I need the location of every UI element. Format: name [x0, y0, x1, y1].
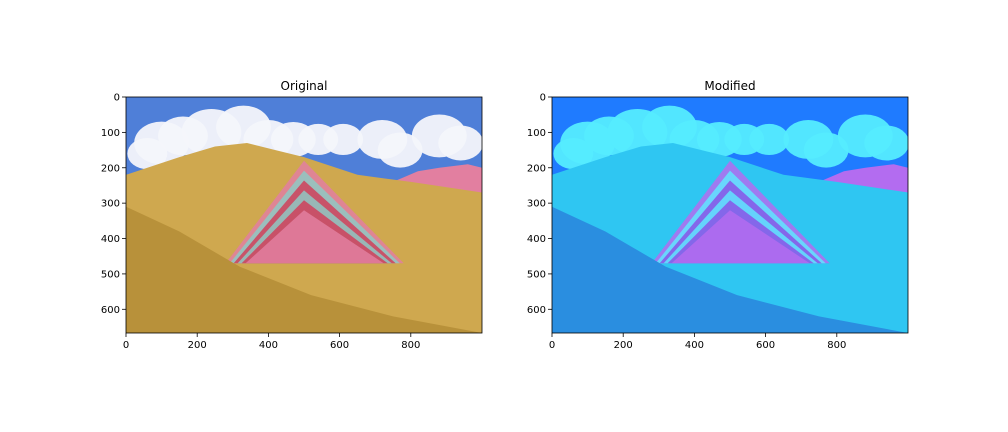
cloud — [377, 132, 423, 168]
subplot-title: Original — [281, 79, 328, 93]
axes-frame — [551, 96, 909, 334]
y-tick-label: 100 — [101, 128, 120, 139]
cloud — [864, 125, 908, 161]
y-tick-label: 600 — [101, 305, 120, 316]
stripe — [245, 210, 384, 264]
foreground-slope — [126, 206, 482, 333]
x-tick-label: 0 — [123, 340, 129, 351]
y-tick-label: 100 — [527, 128, 546, 139]
y-tick-label: 600 — [527, 305, 546, 316]
y-tick-label: 0 — [540, 93, 546, 104]
x-tick-label: 200 — [614, 340, 633, 351]
x-tick-label: 800 — [827, 340, 846, 351]
cloud — [803, 132, 849, 168]
y-tick-label: 500 — [527, 269, 546, 280]
cloud — [127, 138, 168, 170]
x-tick-label: 600 — [756, 340, 775, 351]
x-tick-label: 600 — [330, 340, 349, 351]
cloud — [749, 123, 790, 156]
x-tick-label: 400 — [259, 340, 278, 351]
y-tick-label: 300 — [527, 199, 546, 210]
y-tick-label: 200 — [527, 163, 546, 174]
subplot-1: Original 0 200 400 600 800 0 100 200 300 400 500 600 — [101, 79, 483, 351]
y-tick-label: 500 — [101, 269, 120, 280]
x-tick-label: 800 — [401, 340, 420, 351]
y-tick-label: 0 — [114, 93, 120, 104]
stripe — [671, 210, 810, 264]
y-tick-label: 200 — [101, 163, 120, 174]
subplot-2: Modified 0 200 400 600 800 0 100 200 300 400 500 600 — [527, 79, 909, 351]
image-panel — [126, 97, 482, 333]
y-tick-label: 400 — [527, 234, 546, 245]
y-tick-label: 400 — [101, 234, 120, 245]
axes-frame — [125, 96, 483, 334]
y-tick-label: 300 — [101, 199, 120, 210]
x-tick-label: 400 — [685, 340, 704, 351]
image-panel — [552, 97, 908, 333]
cloud — [323, 123, 364, 156]
cloud — [553, 138, 594, 170]
x-tick-label: 0 — [549, 340, 555, 351]
cloud — [438, 125, 482, 161]
x-tick-label: 200 — [188, 340, 207, 351]
foreground-slope — [552, 206, 908, 333]
subplot-title: Modified — [704, 79, 755, 93]
